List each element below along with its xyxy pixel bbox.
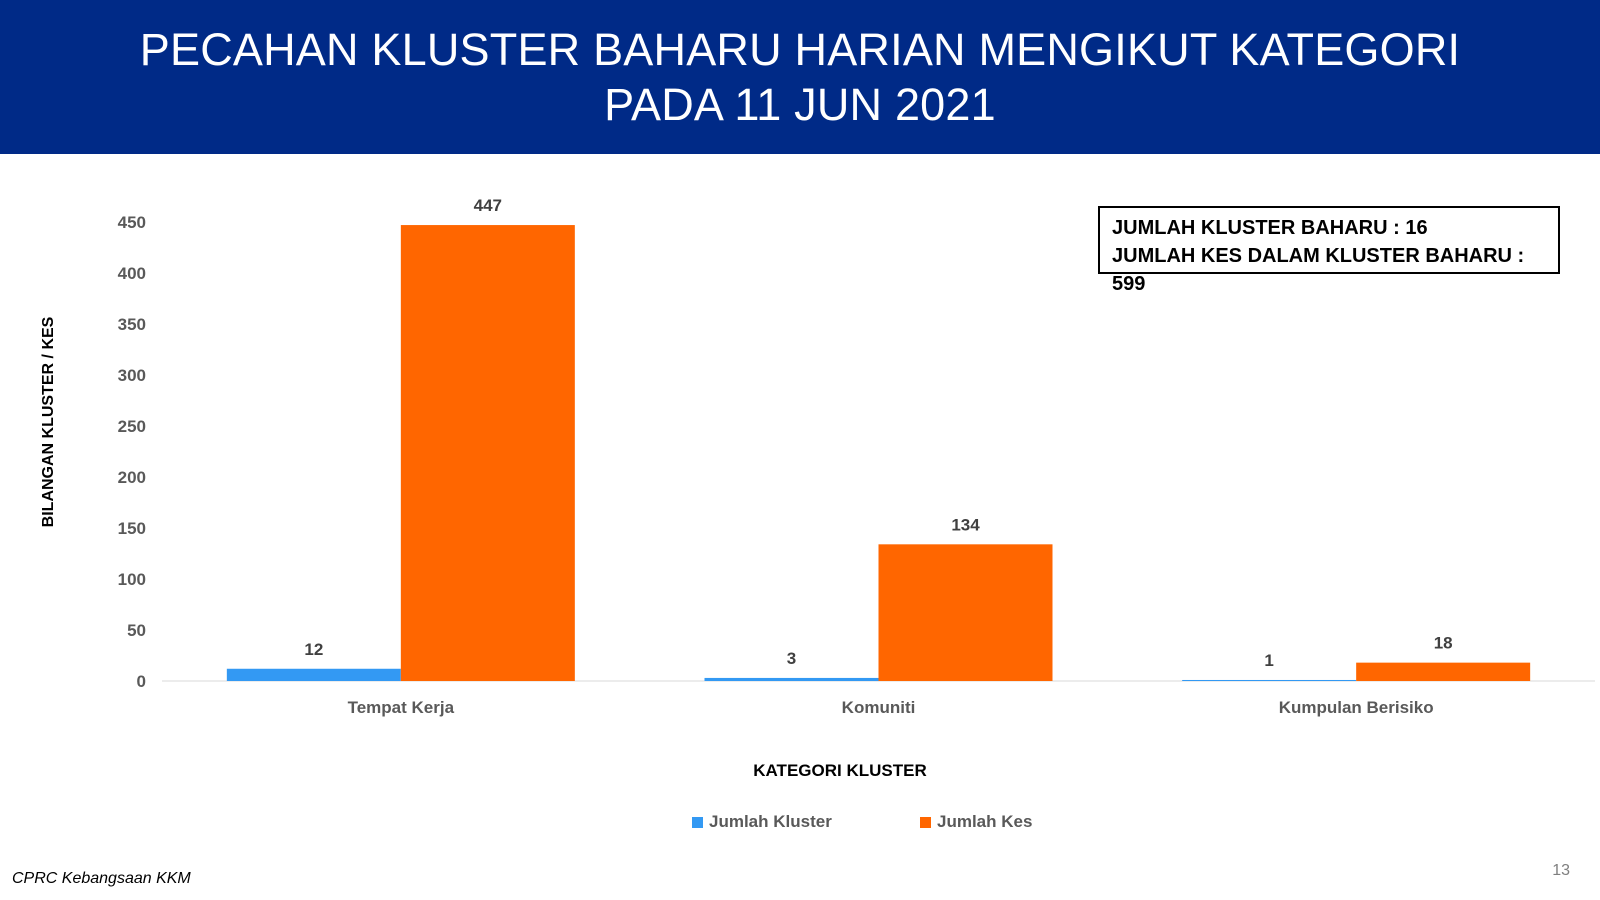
bar-jumlah-kes [400,225,575,681]
bar-jumlah-kluster [704,677,879,681]
x-axis-title: KATEGORI KLUSTER [753,761,926,780]
chart-legend: Jumlah Kluster Jumlah Kes [0,812,1600,836]
x-tick-label: Kumpulan Berisiko [1279,698,1434,717]
y-tick-label: 50 [127,621,146,640]
legend-swatch [920,816,931,828]
y-axis-title: BILANGAN KLUSTER / KES [40,316,57,527]
bar-chart: 0 50 100 150 200 250 300 350 400 450 12 447 Tempat K… [40,196,1595,780]
page-number: 13 [1552,862,1570,879]
bar-jumlah-kes [1356,662,1531,681]
summary-box: JUMLAH KLUSTER BAHARU : 16 JUMLAH KES DA… [1098,206,1560,295]
y-tick-label: 150 [118,519,146,538]
legend-item: Jumlah Kes [920,812,1032,832]
legend-label: Jumlah Kluster [709,812,832,831]
y-tick-label: 300 [118,366,146,385]
data-label: 447 [474,196,502,215]
data-label: 3 [787,649,796,668]
data-label: 12 [304,640,323,659]
summary-total-cases: JUMLAH KES DALAM KLUSTER BAHARU : 599 [1112,245,1525,295]
y-tick-label: 400 [118,264,146,283]
y-tick-label: 200 [118,468,146,487]
y-tick-label: 100 [118,570,146,589]
source-note: CPRC Kebangsaan KKM [12,870,191,887]
y-tick-label: 450 [118,213,146,232]
x-tick-label: Tempat Kerja [348,698,455,717]
data-label: 1 [1264,651,1273,670]
y-tick-label: 350 [118,315,146,334]
bar-jumlah-kluster [1182,679,1357,681]
bar-jumlah-kes [878,544,1053,681]
summary-total-clusters: JUMLAH KLUSTER BAHARU : 16 [1112,217,1428,239]
bar-jumlah-kluster [226,668,401,681]
y-tick-label: 250 [118,417,146,436]
legend-item: Jumlah Kluster [692,812,832,832]
data-label: 18 [1434,634,1453,653]
data-label: 134 [951,515,980,534]
slide-title-line-1: PECAHAN KLUSTER BAHARU HARIAN MENGIKUT K… [139,24,1461,75]
x-tick-label: Komuniti [842,698,916,717]
legend-label: Jumlah Kes [937,812,1033,831]
legend-swatch [692,816,703,828]
slide-title-line-2: PADA 11 JUN 2021 [604,79,996,130]
slide-header: PECAHAN KLUSTER BAHARU HARIAN MENGIKUT K… [0,0,1600,154]
y-tick-label: 0 [137,672,146,691]
